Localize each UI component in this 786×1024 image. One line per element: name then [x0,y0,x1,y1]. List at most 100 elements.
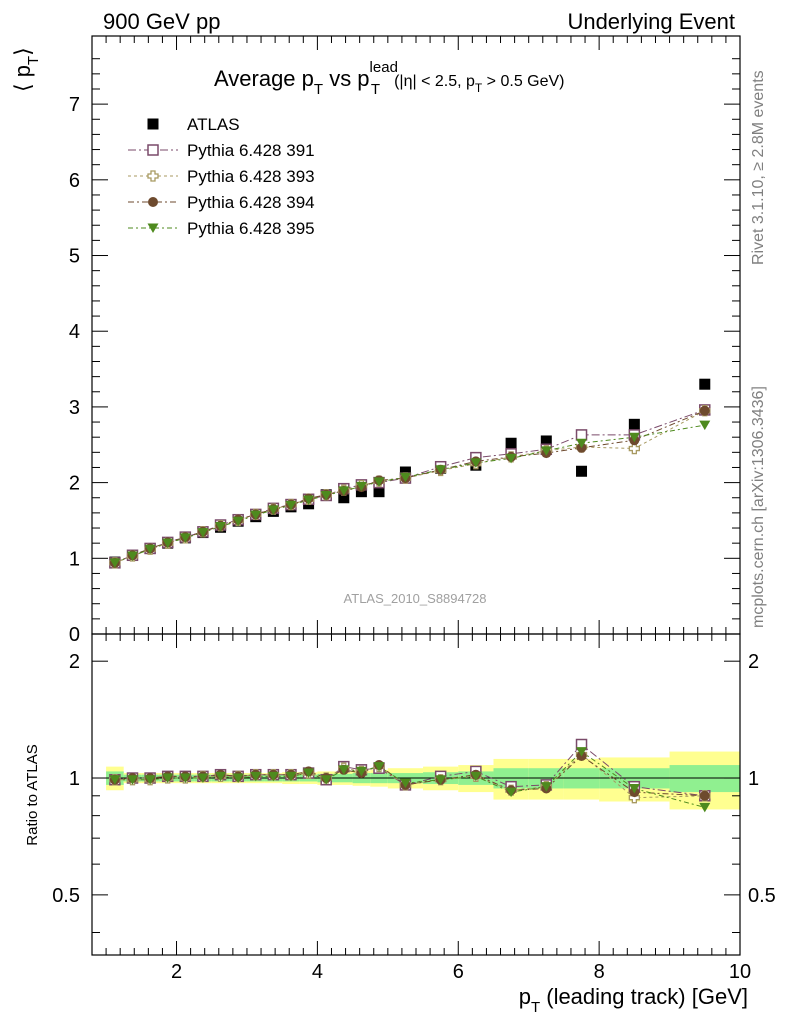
title-sub-t2: T [371,81,380,98]
y-tick-label-ratio: 1 [69,768,80,790]
point-top-s4-16 [399,472,411,483]
point-top-s0-16 [399,466,411,478]
point-top-s4-6 [215,522,227,532]
y-tick-label-top: 0 [69,624,80,646]
point-top-s4-17 [435,465,447,475]
title-sup-lead: lead [370,59,398,76]
axes [91,35,741,956]
plot-title: Average pT vs plead T (|η| < 2.5, pT > 0.5… [214,59,565,98]
y-tick-label-top: 7 [69,94,80,116]
point-top-s4-13 [338,486,350,496]
series-line-top-4 [114,424,705,564]
y-axis-label-top: ⟨ pT⟩ [10,47,42,92]
point-top-s0-21 [576,465,588,477]
point-ratio-s3-3 [162,773,174,784]
legend-label-0: ATLAS [187,115,240,134]
ylabel-top-sub: T [25,56,42,65]
y-tick-label-top: 6 [69,170,80,192]
point-ratio-s3-20 [540,782,552,792]
y-tick-label-top: 2 [69,473,80,495]
series-line-top-1 [114,409,705,564]
y-tick-label-ratio-right: 2 [748,651,759,673]
point-top-s4-7 [232,516,244,527]
point-ratio-s3-15 [373,762,385,772]
legend-label-3: Pythia 6.428 394 [187,193,315,212]
title-sub-t: T [314,81,323,98]
point-ratio-s3-22 [628,783,640,794]
title-main: Average p [214,66,314,91]
series-points [109,378,711,813]
point-top-s4-18 [470,458,482,468]
legend-marker-2 [147,170,159,182]
header-left: 900 GeV pp [103,9,220,34]
point-ratio-s3-17 [435,775,447,785]
header-right: Underlying Event [567,9,735,34]
y-tick-label-ratio-right: 1 [748,768,759,790]
x-tick-label: 4 [312,961,323,983]
point-top-s4-15 [373,477,385,487]
series-line-top-3 [114,410,705,564]
y-tick-label-ratio: 2 [69,651,80,673]
legend-marker-4 [147,223,159,233]
point-ratio-s3-9 [267,771,279,782]
title-cut-end: > 0.5 GeV) [482,73,564,90]
point-top-s4-19 [505,453,517,464]
x-axis-label: pT (leading track) [GeV] [519,984,748,1016]
point-ratio-s3-4 [179,773,191,784]
legend-marker-1 [147,144,159,156]
analysis-watermark: ATLAS_2010_S8894728 [344,591,487,606]
point-ratio-s3-21 [576,747,588,757]
point-top-s3-23 [699,405,710,416]
tick-labels: 2 4 6 8 10 0 1 2 3 4 5 6 7 0.5 0.5 1 1 2 2 [52,94,776,983]
legend: ATLAS Pythia 6.428 391 Pythia 6.428 393 Pyt… [128,115,315,238]
point-ratio-s3-10 [285,771,297,782]
point-top-s4-23 [699,420,711,431]
legend-marker-3 [148,197,158,207]
point-ratio-s3-6 [215,771,227,782]
point-ratio-s3-0 [109,775,121,785]
ylabel-top-main: ⟨ p [10,65,35,92]
title-mid: vs p [323,66,369,91]
x-tick-label: 8 [594,961,605,983]
point-top-s0-22 [628,418,640,430]
point-ratio-s3-8 [250,771,262,782]
point-ratio-s3-19 [505,787,517,798]
point-top-s4-9 [267,505,279,515]
title-cut-sub: T [475,81,483,95]
title-cut: (|η| < 2.5, p [394,73,475,90]
legend-label-1: Pythia 6.428 391 [187,141,315,160]
legend-label-4: Pythia 6.428 395 [187,219,315,238]
point-top-s4-2 [144,544,156,555]
point-top-s0-13 [338,492,350,504]
point-top-s4-5 [197,528,209,538]
x-tick-label: 2 [171,961,182,983]
point-top-s0-15 [373,486,385,498]
point-top-s4-10 [285,500,297,511]
xlabel-sub: T [531,999,540,1016]
point-top-s1-21 [575,429,588,441]
point-ratio-s3-14 [355,766,367,777]
ylabel-top-end: ⟩ [10,47,35,56]
point-ratio-s3-1 [127,775,138,785]
y-tick-label-top: 1 [69,548,80,570]
legend-marker-0 [147,118,159,130]
point-top-s4-8 [250,510,262,521]
point-top-s4-12 [320,490,332,501]
legend-label-2: Pythia 6.428 393 [187,167,315,186]
point-ratio-s2-23 [699,790,710,801]
point-ratio-s3-12 [320,775,332,785]
point-ratio-s3-11 [303,768,315,779]
series-line-top-2 [114,410,706,564]
point-ratio-s3-2 [144,775,156,785]
xlabel-end: (leading track) [GeV] [540,984,748,1009]
point-ratio-s3-13 [338,765,350,775]
y-tick-label-top: 4 [69,321,80,343]
point-top-s2-22 [628,442,640,455]
xlabel-main: p [519,984,531,1009]
point-ratio-s3-5 [197,773,209,784]
point-ratio-s3-16 [399,778,411,789]
point-top-s4-4 [179,533,191,543]
point-ratio-s3-23 [699,802,711,813]
y-tick-label-ratio-right: 0.5 [748,885,776,907]
